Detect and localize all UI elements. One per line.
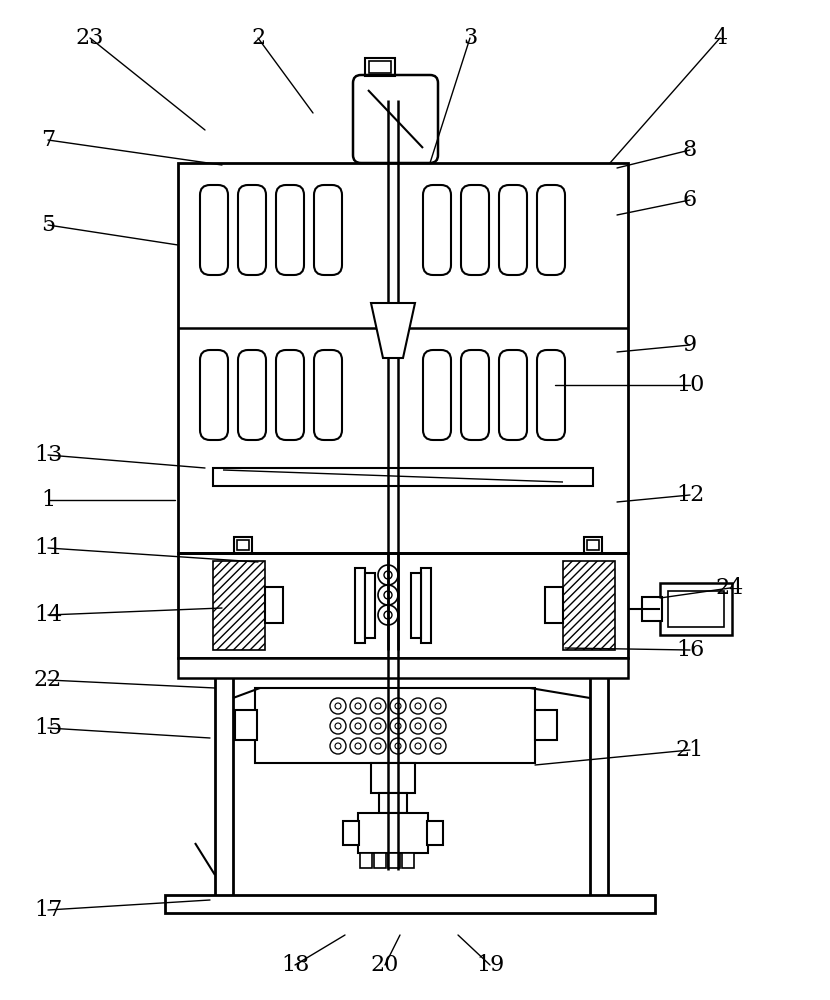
Bar xyxy=(563,561,615,650)
Bar xyxy=(374,853,386,868)
Text: 6: 6 xyxy=(683,189,697,211)
Text: 8: 8 xyxy=(683,139,697,161)
Bar xyxy=(668,591,724,627)
FancyBboxPatch shape xyxy=(200,185,228,275)
Bar xyxy=(213,561,265,650)
Bar xyxy=(584,537,602,553)
Text: 22: 22 xyxy=(34,669,62,691)
Text: 13: 13 xyxy=(34,444,62,466)
Bar xyxy=(642,597,662,621)
Bar xyxy=(369,61,391,73)
Bar xyxy=(379,793,407,813)
Text: 14: 14 xyxy=(34,604,62,626)
Bar xyxy=(355,568,365,643)
Bar xyxy=(402,853,414,868)
FancyBboxPatch shape xyxy=(423,350,451,440)
Text: 1: 1 xyxy=(41,489,55,511)
Bar xyxy=(237,540,249,550)
Bar xyxy=(360,853,372,868)
Polygon shape xyxy=(371,303,415,358)
Bar xyxy=(358,813,428,853)
FancyBboxPatch shape xyxy=(276,350,304,440)
Bar xyxy=(178,553,628,658)
Text: 16: 16 xyxy=(676,639,704,661)
Text: 7: 7 xyxy=(41,129,55,151)
FancyBboxPatch shape xyxy=(200,350,228,440)
Bar xyxy=(255,688,535,763)
Bar xyxy=(587,540,599,550)
FancyBboxPatch shape xyxy=(314,350,342,440)
FancyBboxPatch shape xyxy=(499,350,527,440)
Text: 15: 15 xyxy=(34,717,62,739)
Bar xyxy=(178,163,628,553)
Text: 3: 3 xyxy=(463,27,477,49)
Bar xyxy=(365,58,395,76)
Text: 2: 2 xyxy=(251,27,265,49)
FancyBboxPatch shape xyxy=(314,185,342,275)
Text: 11: 11 xyxy=(34,537,62,559)
FancyBboxPatch shape xyxy=(238,350,266,440)
FancyBboxPatch shape xyxy=(499,185,527,275)
FancyBboxPatch shape xyxy=(238,185,266,275)
Bar xyxy=(381,320,405,340)
Text: 10: 10 xyxy=(676,374,704,396)
Text: 18: 18 xyxy=(281,954,310,976)
Bar xyxy=(343,821,359,845)
Text: 17: 17 xyxy=(34,899,62,921)
FancyBboxPatch shape xyxy=(461,350,489,440)
FancyBboxPatch shape xyxy=(276,185,304,275)
Bar xyxy=(165,895,655,913)
Text: 24: 24 xyxy=(715,577,745,599)
Bar xyxy=(234,537,252,553)
Bar xyxy=(213,468,593,486)
FancyBboxPatch shape xyxy=(537,350,565,440)
Bar xyxy=(660,583,732,635)
FancyBboxPatch shape xyxy=(353,75,438,163)
Bar xyxy=(411,573,421,638)
Bar xyxy=(535,710,557,740)
FancyBboxPatch shape xyxy=(423,185,451,275)
Bar xyxy=(545,587,563,623)
FancyBboxPatch shape xyxy=(461,185,489,275)
Bar xyxy=(371,763,415,793)
Bar xyxy=(388,853,400,868)
Bar xyxy=(178,658,628,678)
Bar xyxy=(265,587,283,623)
Text: 20: 20 xyxy=(371,954,399,976)
Bar xyxy=(427,821,443,845)
Text: 23: 23 xyxy=(76,27,105,49)
Text: 21: 21 xyxy=(676,739,704,761)
Text: 9: 9 xyxy=(683,334,697,356)
Text: 5: 5 xyxy=(41,214,55,236)
Text: 4: 4 xyxy=(713,27,727,49)
FancyBboxPatch shape xyxy=(537,185,565,275)
Bar xyxy=(365,573,375,638)
Bar xyxy=(421,568,431,643)
Text: 19: 19 xyxy=(476,954,504,976)
Bar xyxy=(235,710,257,740)
Text: 12: 12 xyxy=(676,484,704,506)
